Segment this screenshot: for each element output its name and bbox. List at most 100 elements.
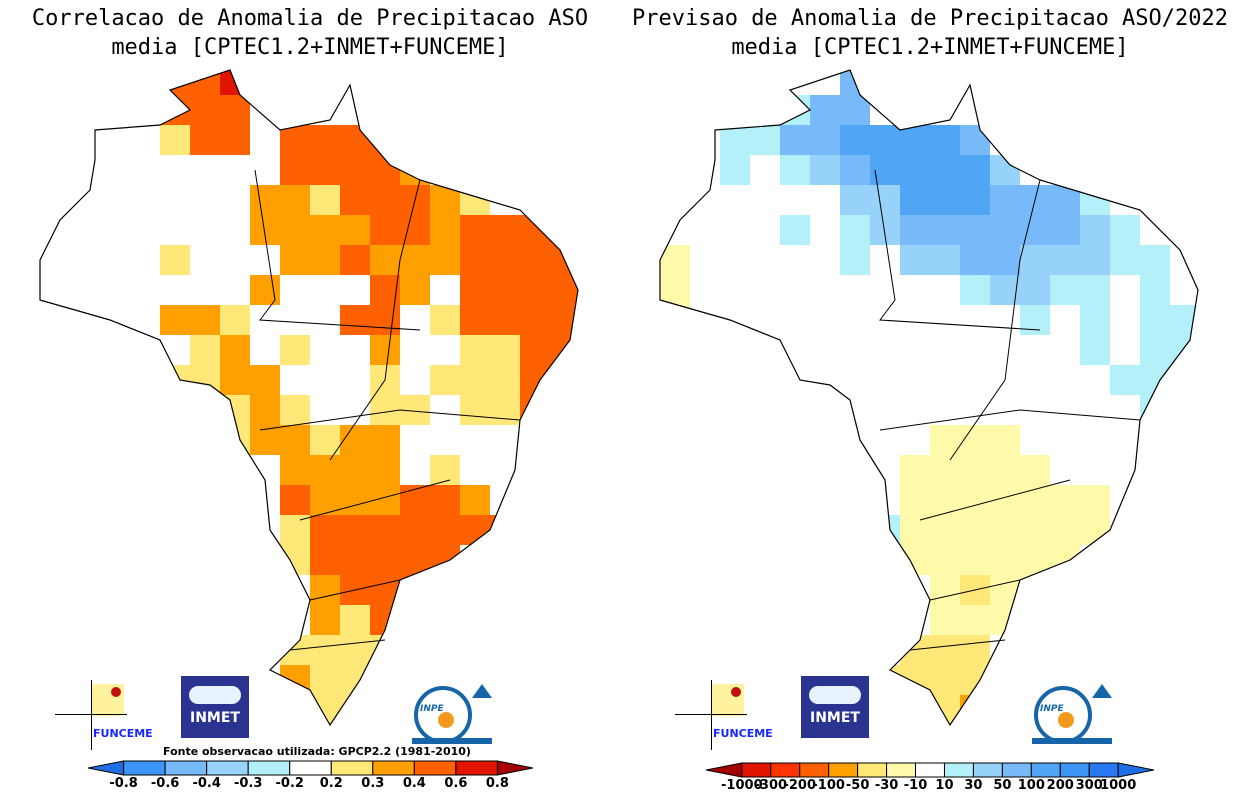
grid-cell	[930, 665, 960, 695]
grid-cell	[370, 395, 400, 425]
grid-cell	[780, 125, 810, 155]
grid-cell	[340, 215, 370, 245]
grid-cell	[310, 125, 340, 155]
grid-cell	[250, 365, 280, 395]
grid-cell	[280, 245, 310, 275]
grid-cell	[870, 125, 900, 155]
grid-cell	[1080, 215, 1110, 245]
inpe-logo: INPE	[412, 684, 492, 746]
right-map-title: Previsao de Anomalia de Precipitacao ASO…	[631, 6, 1229, 60]
colorbar-arrow-high	[496, 760, 533, 776]
grid-cell	[990, 575, 1020, 605]
grid-cell	[160, 95, 190, 125]
grid-cell	[460, 335, 490, 365]
grid-cell	[340, 425, 370, 455]
colorbar-arrow-low	[706, 762, 743, 778]
grid-cell	[1050, 515, 1080, 545]
grid-cell	[930, 515, 960, 545]
grid-cell	[780, 215, 810, 245]
grid-cell	[930, 695, 960, 725]
grid-cell	[400, 155, 430, 185]
grid-cell	[840, 70, 870, 95]
grid-cell	[490, 395, 520, 425]
grid-cell	[810, 125, 840, 155]
grid-cell	[960, 545, 990, 575]
colorbar-label: 1000	[1100, 778, 1137, 793]
grid-cell	[280, 395, 310, 425]
grid-cell	[310, 575, 340, 605]
grid-cell	[930, 485, 960, 515]
grid-cell	[280, 185, 310, 215]
grid-cell	[1020, 515, 1050, 545]
grid-cell	[960, 725, 990, 755]
colorbar-label: 0.3	[361, 776, 385, 791]
grid-cell	[250, 275, 280, 305]
grid-cell	[190, 335, 220, 365]
grid-cell	[840, 185, 870, 215]
grid-cell	[190, 95, 220, 125]
grid-cell	[280, 215, 310, 245]
right-colorbar: -1000 -300 -200 -100 -50 -30 -10 10 30 50 100 200 30…	[706, 762, 1154, 796]
grid-cell	[490, 365, 520, 395]
grid-cell	[550, 365, 578, 395]
grid-cell	[930, 545, 960, 575]
colorbar-swatch	[372, 760, 415, 776]
grid-cell	[990, 515, 1020, 545]
grid-cell	[930, 155, 960, 185]
grid-cell	[1020, 545, 1050, 575]
grid-cell	[280, 425, 310, 455]
grid-cell	[340, 455, 370, 485]
colorbar-swatch	[1001, 762, 1032, 778]
grid-cell	[340, 125, 370, 155]
grid-cell	[930, 635, 960, 665]
colorbar-swatch	[1088, 762, 1119, 778]
grid-cell	[1080, 485, 1110, 515]
grid-cell	[1110, 365, 1140, 395]
grid-cell	[310, 605, 340, 635]
grid-cell	[900, 125, 930, 155]
grid-cell	[190, 125, 220, 155]
colorbar-label: -200	[783, 778, 817, 793]
state-border	[879, 409, 1141, 431]
grid-cell	[400, 575, 430, 605]
left-colorbar: -0.8 -0.6 -0.4 -0.3 -0.2 0.2 0.3 0.4 0.6 0.8	[88, 760, 533, 794]
state-border	[929, 579, 1021, 601]
grid-cell	[930, 125, 960, 155]
grid-cell	[1110, 215, 1140, 245]
grid-cell	[1050, 215, 1080, 245]
grid-cell	[340, 545, 370, 575]
grid-cell	[310, 185, 340, 215]
grid-cell	[160, 245, 190, 275]
state-border	[329, 179, 421, 461]
grid-cell	[990, 545, 1020, 575]
grid-cell	[460, 215, 490, 245]
colorbar-swatch	[741, 762, 772, 778]
colorbar-label: -0.3	[233, 776, 263, 791]
grid-cell	[190, 305, 220, 335]
colorbar-swatch	[164, 760, 208, 776]
grid-cell	[400, 245, 430, 275]
grid-cell	[430, 545, 460, 575]
grid-cell	[1170, 395, 1198, 425]
state-border	[254, 169, 421, 331]
colorbar-label: 0.2	[319, 776, 343, 791]
grid-cell	[990, 275, 1020, 305]
grid-cell	[280, 665, 310, 695]
colorbar-swatch	[455, 760, 498, 776]
grid-cell	[310, 695, 340, 725]
grid-cell	[1110, 245, 1140, 275]
state-border	[289, 639, 386, 651]
grid-cell	[280, 695, 310, 725]
grid-cell	[1050, 545, 1080, 575]
grid-cell	[520, 335, 550, 365]
grid-cell	[370, 125, 400, 155]
colorbar-label: -0.6	[150, 776, 180, 791]
grid-cell	[340, 605, 370, 635]
grid-cell	[280, 125, 310, 155]
grid-cell	[460, 305, 490, 335]
grid-cell	[250, 185, 280, 215]
grid-cell	[280, 155, 310, 185]
grid-cell	[900, 485, 930, 515]
grid-cell	[160, 125, 190, 155]
